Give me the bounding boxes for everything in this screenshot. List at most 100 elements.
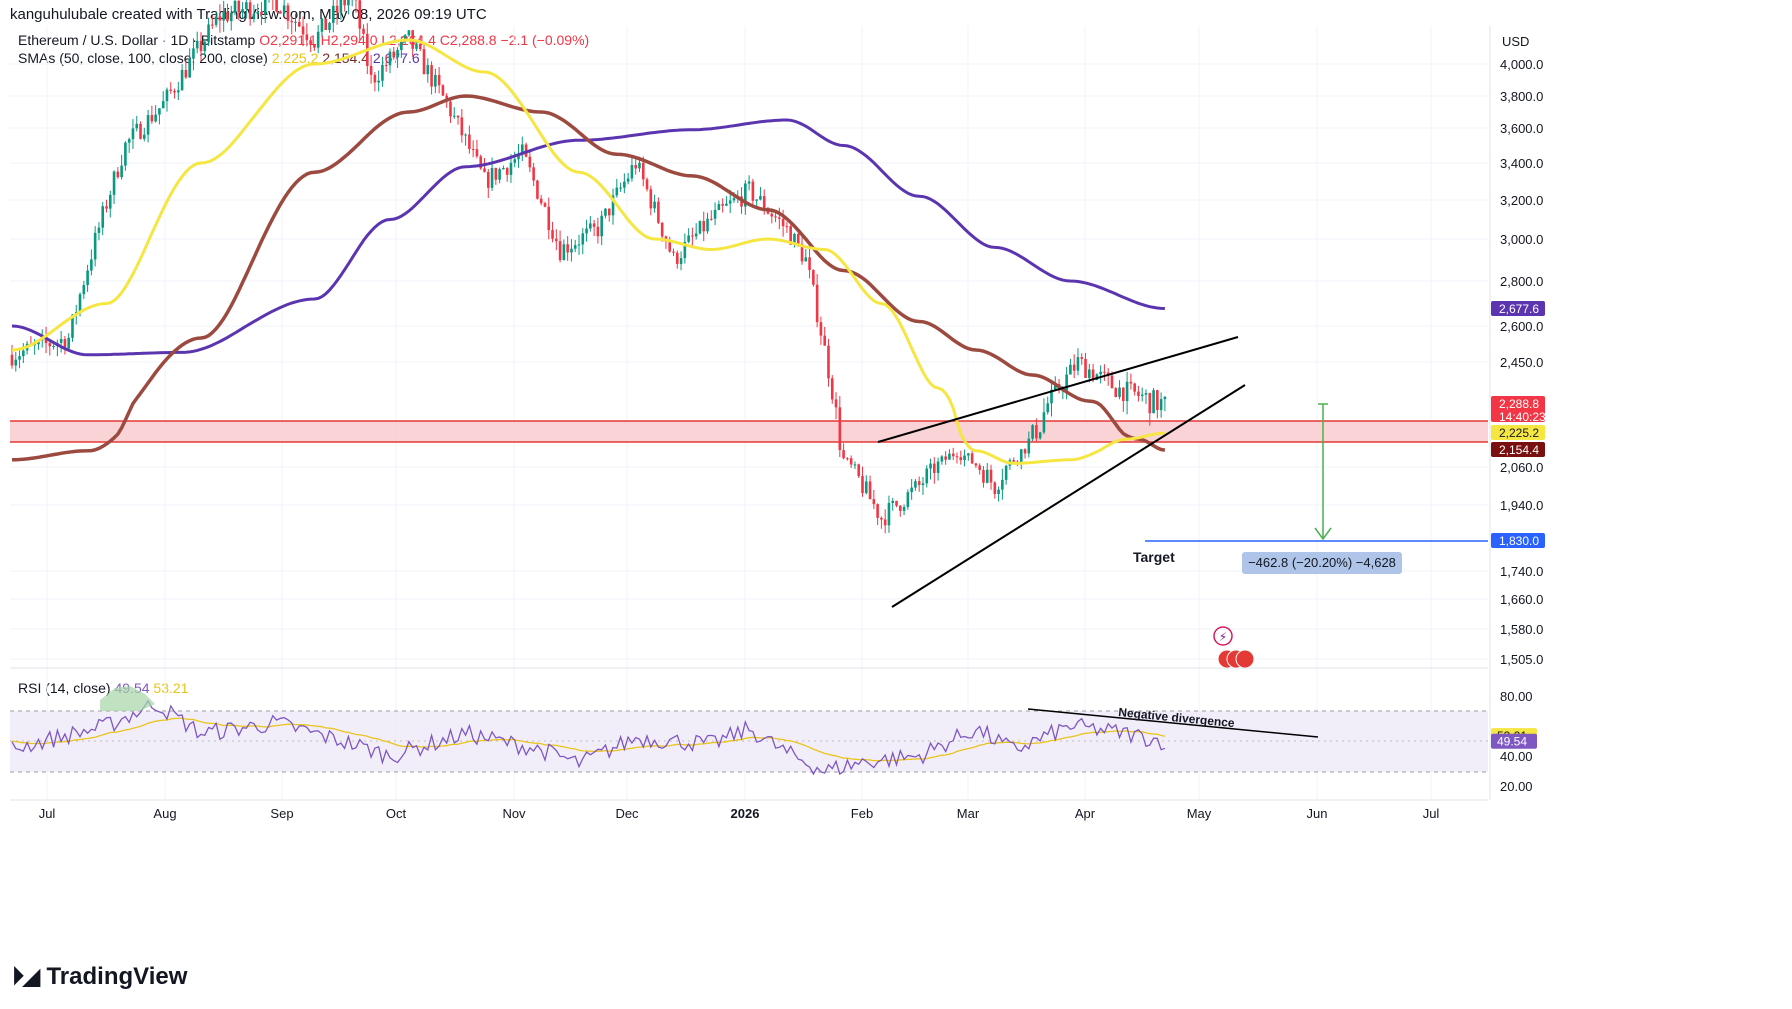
price-chart[interactable]: Target −462.8 (−20.20%) −4,628 ⚡ Negativ… bbox=[0, 0, 1792, 960]
candle-body bbox=[1110, 375, 1114, 389]
candle-body bbox=[1118, 387, 1121, 398]
divergence-line[interactable] bbox=[1027, 708, 1319, 738]
candle-body bbox=[252, 13, 256, 20]
candle-body bbox=[464, 134, 467, 136]
candle-body bbox=[1163, 396, 1167, 400]
candle-body bbox=[1137, 391, 1140, 396]
candle-body bbox=[876, 504, 879, 518]
candle-body bbox=[184, 69, 188, 78]
candle-body bbox=[214, 16, 218, 25]
candle-body bbox=[218, 16, 222, 21]
candle-body bbox=[774, 216, 777, 218]
candle-body bbox=[702, 220, 706, 232]
rsi-ma-value: 53.21 bbox=[153, 680, 189, 696]
candle-body bbox=[1148, 393, 1152, 414]
candle-body bbox=[1053, 383, 1057, 390]
candle-body bbox=[982, 469, 985, 483]
candle-body bbox=[577, 244, 581, 246]
candle-body bbox=[452, 115, 456, 117]
candle-body bbox=[59, 339, 63, 343]
candle-body bbox=[150, 115, 154, 122]
candle-body bbox=[1156, 390, 1159, 411]
candle-body bbox=[1114, 388, 1118, 398]
candle-body bbox=[713, 209, 717, 219]
price-labels: 2,677.6 2,288.8 2,225.2 2,154.4 1,830.0 14:40… bbox=[1491, 301, 1546, 548]
candle-body bbox=[940, 456, 944, 462]
price-axis-label: 1,505.0 bbox=[1500, 652, 1543, 667]
candle-body bbox=[641, 162, 645, 180]
lightning-event-icon[interactable] bbox=[1213, 626, 1233, 646]
candle-body bbox=[978, 465, 981, 470]
candle-body bbox=[672, 251, 675, 253]
candle-body bbox=[449, 101, 452, 117]
candle-body bbox=[717, 204, 721, 210]
event-icons[interactable]: ⚡ bbox=[1213, 626, 1255, 669]
candle-body bbox=[849, 458, 853, 465]
candle-body bbox=[286, 5, 290, 21]
candle-body bbox=[400, 40, 403, 50]
wedge-upper-line[interactable] bbox=[877, 336, 1239, 443]
measure-arrow-head bbox=[1314, 527, 1332, 541]
candle-body bbox=[539, 198, 543, 204]
candle-body bbox=[812, 270, 815, 285]
price-axis-label: 3,600.0 bbox=[1500, 121, 1543, 136]
candle-body bbox=[562, 244, 566, 261]
time-axis-label: 2026 bbox=[731, 806, 760, 821]
candle-body bbox=[203, 41, 207, 52]
candle-body bbox=[124, 142, 127, 166]
candle-body bbox=[951, 453, 955, 457]
candle-body bbox=[248, 2, 252, 20]
candle-body bbox=[581, 233, 585, 245]
candle-body bbox=[653, 201, 656, 209]
candle-body bbox=[585, 228, 588, 234]
candle-body bbox=[691, 235, 694, 237]
us-flag-event-icon-3[interactable] bbox=[1235, 649, 1255, 669]
candle-body bbox=[1125, 381, 1129, 402]
candle-body bbox=[1103, 371, 1106, 373]
candle-body bbox=[275, 0, 278, 12]
candle-body bbox=[127, 139, 131, 143]
price-label-text: 1,830.0 bbox=[1499, 534, 1539, 548]
candle-body bbox=[547, 206, 551, 231]
price-axis-label: 2,450.0 bbox=[1500, 355, 1543, 370]
candle-body bbox=[762, 196, 766, 211]
rsi-overbought-fill bbox=[100, 686, 155, 711]
price-label-text: 2,154.4 bbox=[1499, 443, 1539, 457]
candle-body bbox=[838, 407, 842, 451]
candle-body bbox=[698, 220, 702, 234]
candle-body bbox=[1076, 357, 1080, 371]
candle-body bbox=[490, 167, 494, 188]
rsi-axis-label: 20.00 bbox=[1500, 779, 1533, 794]
candle-body bbox=[116, 171, 120, 178]
candle-body bbox=[1042, 412, 1046, 433]
candle-body bbox=[887, 503, 891, 526]
lightning-glyph: ⚡ bbox=[1219, 630, 1227, 644]
tradingview-logo[interactable]: ⏵◢ TradingView bbox=[12, 962, 187, 991]
candle-body bbox=[486, 171, 490, 188]
time-axis-label: Apr bbox=[1075, 806, 1096, 821]
candle-body bbox=[97, 227, 101, 233]
candle-body bbox=[793, 233, 796, 245]
candle-body bbox=[846, 458, 849, 460]
candle-body bbox=[309, 40, 312, 45]
candle-body bbox=[18, 356, 21, 360]
candle-body bbox=[71, 314, 74, 338]
candle-body bbox=[645, 179, 649, 190]
wedge-lower-line[interactable] bbox=[891, 384, 1246, 608]
candle-body bbox=[864, 481, 868, 493]
price-axis-label: 4,000.0 bbox=[1500, 57, 1543, 72]
sma50-value: 2,225.2 bbox=[271, 50, 319, 66]
candle-body bbox=[1144, 393, 1148, 395]
candle-body bbox=[177, 90, 180, 93]
candle-body bbox=[997, 489, 1000, 495]
time-axis-label: Mar bbox=[957, 806, 980, 821]
candle-body bbox=[146, 115, 150, 135]
candle-body bbox=[392, 51, 396, 58]
sma50-line bbox=[11, 38, 1165, 465]
time-axis-label: Jul bbox=[1423, 806, 1440, 821]
candle-body bbox=[660, 222, 664, 237]
candle-body bbox=[44, 336, 48, 344]
candle-body bbox=[573, 245, 577, 249]
candle-body bbox=[808, 257, 811, 271]
